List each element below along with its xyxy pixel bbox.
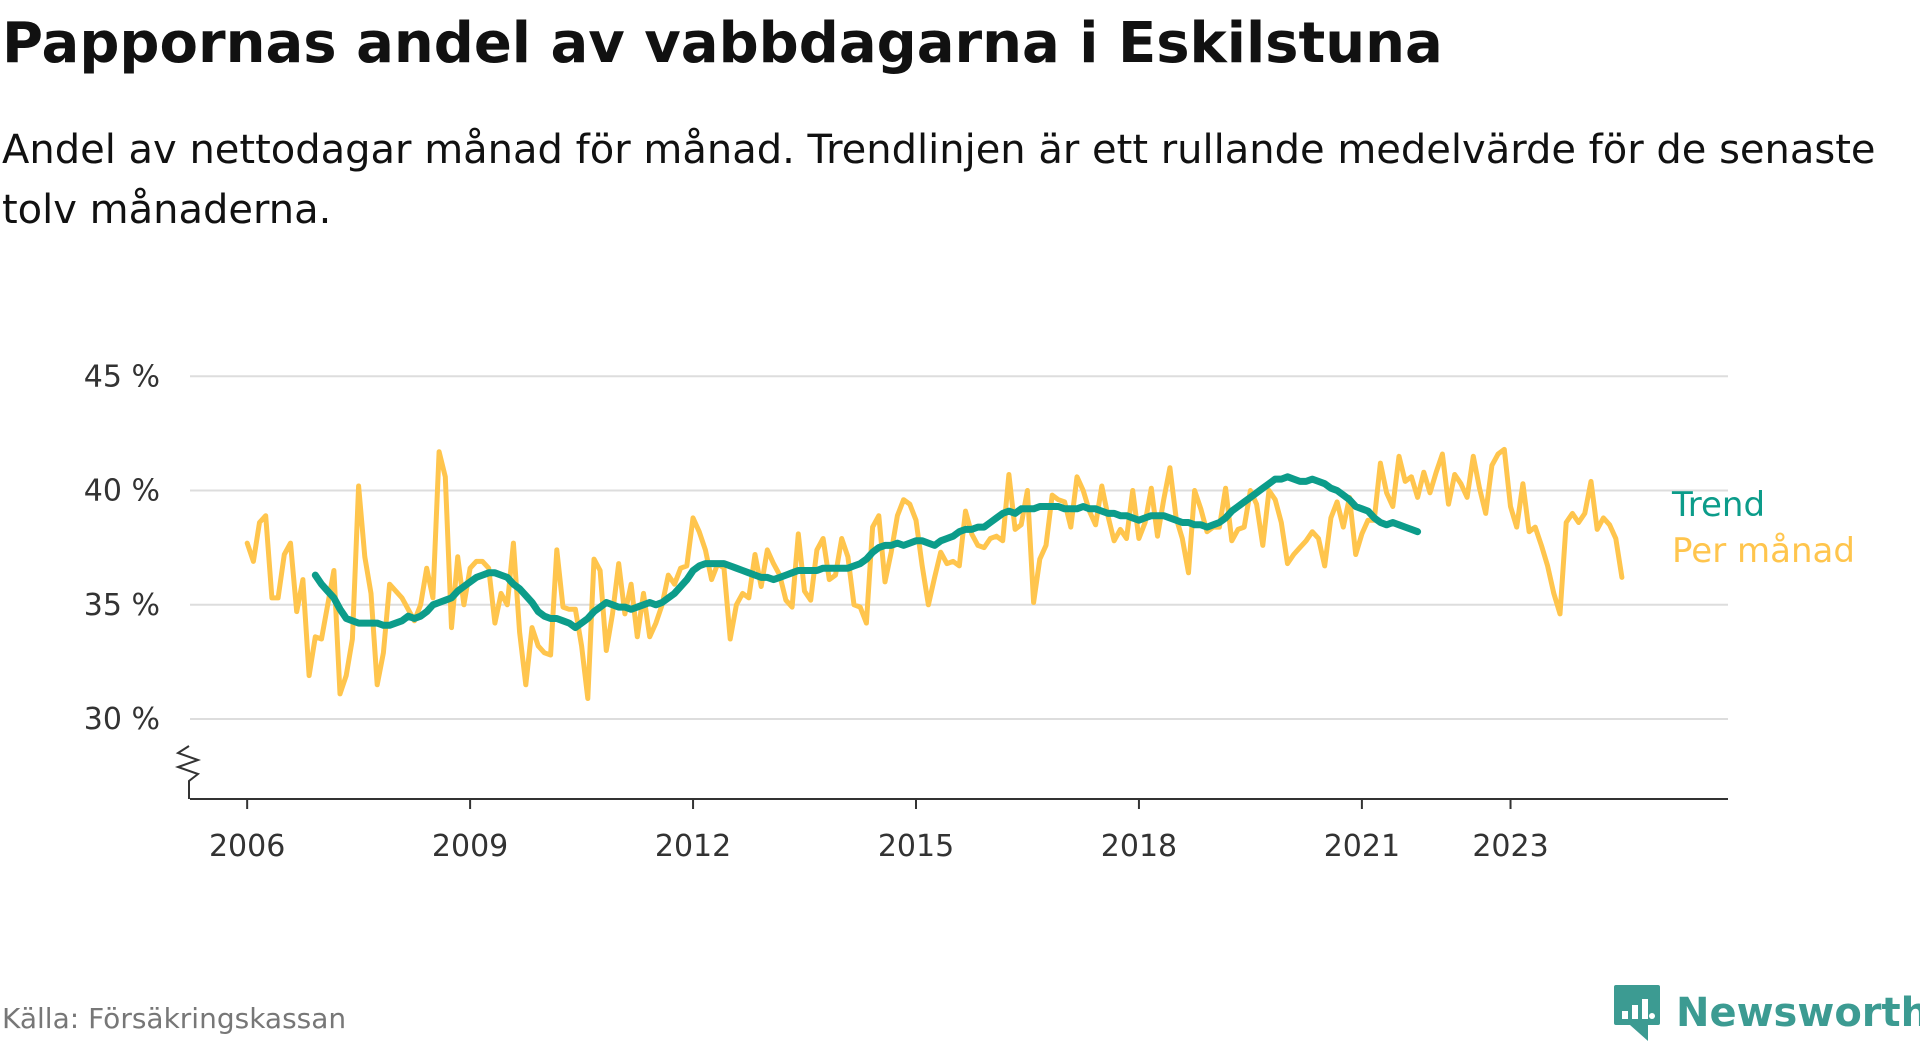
x-tick-label: 2009: [432, 829, 508, 864]
trend-line: [311, 473, 1422, 632]
x-tick-label: 2018: [1101, 829, 1177, 864]
y-tick-label: 35 %: [84, 588, 160, 623]
series-labels: Per månad Trend: [1671, 485, 1855, 571]
x-tick-label: 2012: [655, 829, 731, 864]
series-lines: [244, 446, 1625, 701]
line-chart: 30 % 35 % 40 % 45 % 2006 2009 2012 2015 2018 202…: [84, 359, 1855, 864]
axis-break-icon: [174, 745, 202, 799]
newsworthy-logo-icon: [1614, 985, 1660, 1041]
x-tick-label: 2015: [878, 829, 954, 864]
chart-title: Pappornas andel av vabbdagarna i Eskilst…: [2, 11, 1443, 76]
y-tick-label: 40 %: [84, 474, 160, 509]
y-tick-label: 45 %: [84, 359, 160, 394]
x-tick-label: 2023: [1472, 829, 1548, 864]
x-axis: 2006 2009 2012 2015 2018 2021 2023: [174, 745, 1728, 864]
x-tick-label: 2006: [209, 829, 285, 864]
newsworthy-brand: Newsworthy: [1612, 978, 1920, 1048]
x-tick-label: 2021: [1324, 829, 1400, 864]
trend-label: Trend: [1671, 485, 1765, 525]
y-tick-label: 30 %: [84, 702, 160, 737]
chart-subtitle: Andel av nettodagar månad för månad. Tre…: [2, 127, 1876, 233]
monthly-line: [244, 446, 1625, 701]
monthly-label: Per månad: [1672, 531, 1855, 571]
brand-name: Newsworthy: [1676, 990, 1920, 1036]
y-axis-ticks: 30 % 35 % 40 % 45 %: [84, 359, 160, 737]
source-note: Källa: Försäkringskassan: [2, 1002, 347, 1035]
